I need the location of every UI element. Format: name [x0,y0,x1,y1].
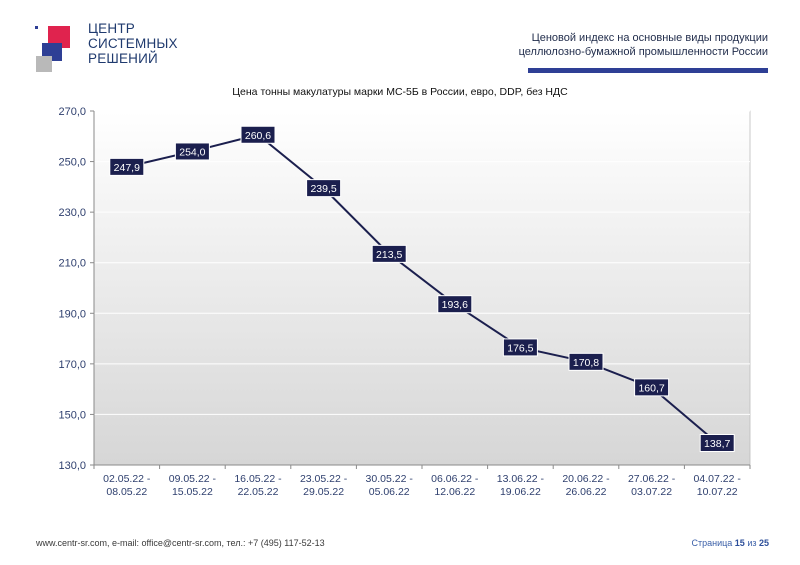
footer-contacts: www.centr-sr.com, e-mail: office@centr-s… [36,538,325,548]
page-word: Страница [691,538,733,548]
data-series [126,133,718,444]
logo-red-square [48,26,70,48]
data-label: 176,5 [507,342,533,354]
data-labels: 247,9 254,0 260,6 239,5 213,5 193,6 176,5 170,8… [109,125,735,453]
data-point-marker [240,125,276,144]
data-label: 247,9 [114,162,140,174]
x-tick-label: 04.07.22 -10.07.22 [694,473,742,498]
header-accent-bar [528,68,768,73]
data-point-marker [634,378,670,397]
y-tick-label: 230,0 [58,207,86,219]
data-label: 160,7 [638,382,664,394]
y-tick-label: 270,0 [58,106,86,118]
x-axis: 02.05.22 -08.05.22 09.05.22 -15.05.22 16.0… [93,464,751,498]
logo-line-2: СИСТЕМНЫХ [88,36,178,51]
data-label: 213,5 [376,249,402,261]
x-tick-label: 13.06.22 -19.06.22 [497,473,545,498]
logo-wordmark: ЦЕНТР СИСТЕМНЫХ РЕШЕНИЙ [88,21,178,66]
report-title: Ценовой индекс на основные виды продукци… [508,31,768,59]
y-tick-label: 150,0 [58,409,86,421]
data-point-marker [568,352,604,371]
x-tick-label: 27.06.22 -03.07.22 [628,473,676,498]
report-title-line-2: целлюлозно-бумажной промышленности Росси… [518,46,768,58]
data-label: 239,5 [310,183,336,195]
data-label: 254,0 [179,146,205,158]
y-tick-label: 170,0 [58,359,86,371]
logo-line-3: РЕШЕНИЙ [88,51,158,66]
data-point-marker [371,244,407,263]
data-point-marker [306,179,342,198]
x-tick-label: 09.05.22 -15.05.22 [169,473,217,498]
logo-line-1: ЦЕНТР [88,21,135,36]
y-tick-label: 210,0 [58,258,86,270]
data-point-marker [109,157,145,176]
data-point-marker [437,295,473,314]
y-tick-label: 190,0 [58,308,86,320]
y-tick-label: 130,0 [58,460,86,472]
data-label: 260,6 [245,130,271,142]
data-point-marker [699,434,735,453]
chart-title: Цена тонны макулатуры марки МС-5Б в Росс… [232,86,568,98]
x-tick-label: 16.05.22 -22.05.22 [234,473,282,498]
data-label: 170,8 [573,357,599,369]
company-logo [35,26,70,72]
page-counter: Страница 15 из 25 [691,538,769,548]
logo-dot [35,26,38,29]
page-total: 25 [758,538,769,548]
data-point-marker [502,338,538,357]
y-tick-label: 250,0 [58,157,86,169]
logo-gray-square [36,56,52,72]
page-current: 15 [734,538,745,548]
series-line [126,133,718,444]
x-tick-label: 02.05.22 -08.05.22 [103,473,151,498]
data-point-marker [174,142,210,161]
page-of: из [747,538,757,548]
data-label: 138,7 [704,438,730,450]
x-tick-label: 06.06.22 -12.06.22 [431,473,479,498]
report-title-line-1: Ценовой индекс на основные виды продукци… [531,32,768,44]
x-tick-label: 30.05.22 -05.06.22 [366,473,414,498]
x-tick-label: 23.05.22 -29.05.22 [300,473,348,498]
y-axis: 130,0 150,0 170,0 190,0 210,0 230,0 250,0 270,0 [58,106,95,472]
data-label: 193,6 [442,299,468,311]
x-tick-label: 20.06.22 -26.06.22 [562,473,610,498]
plot-area [93,110,751,466]
